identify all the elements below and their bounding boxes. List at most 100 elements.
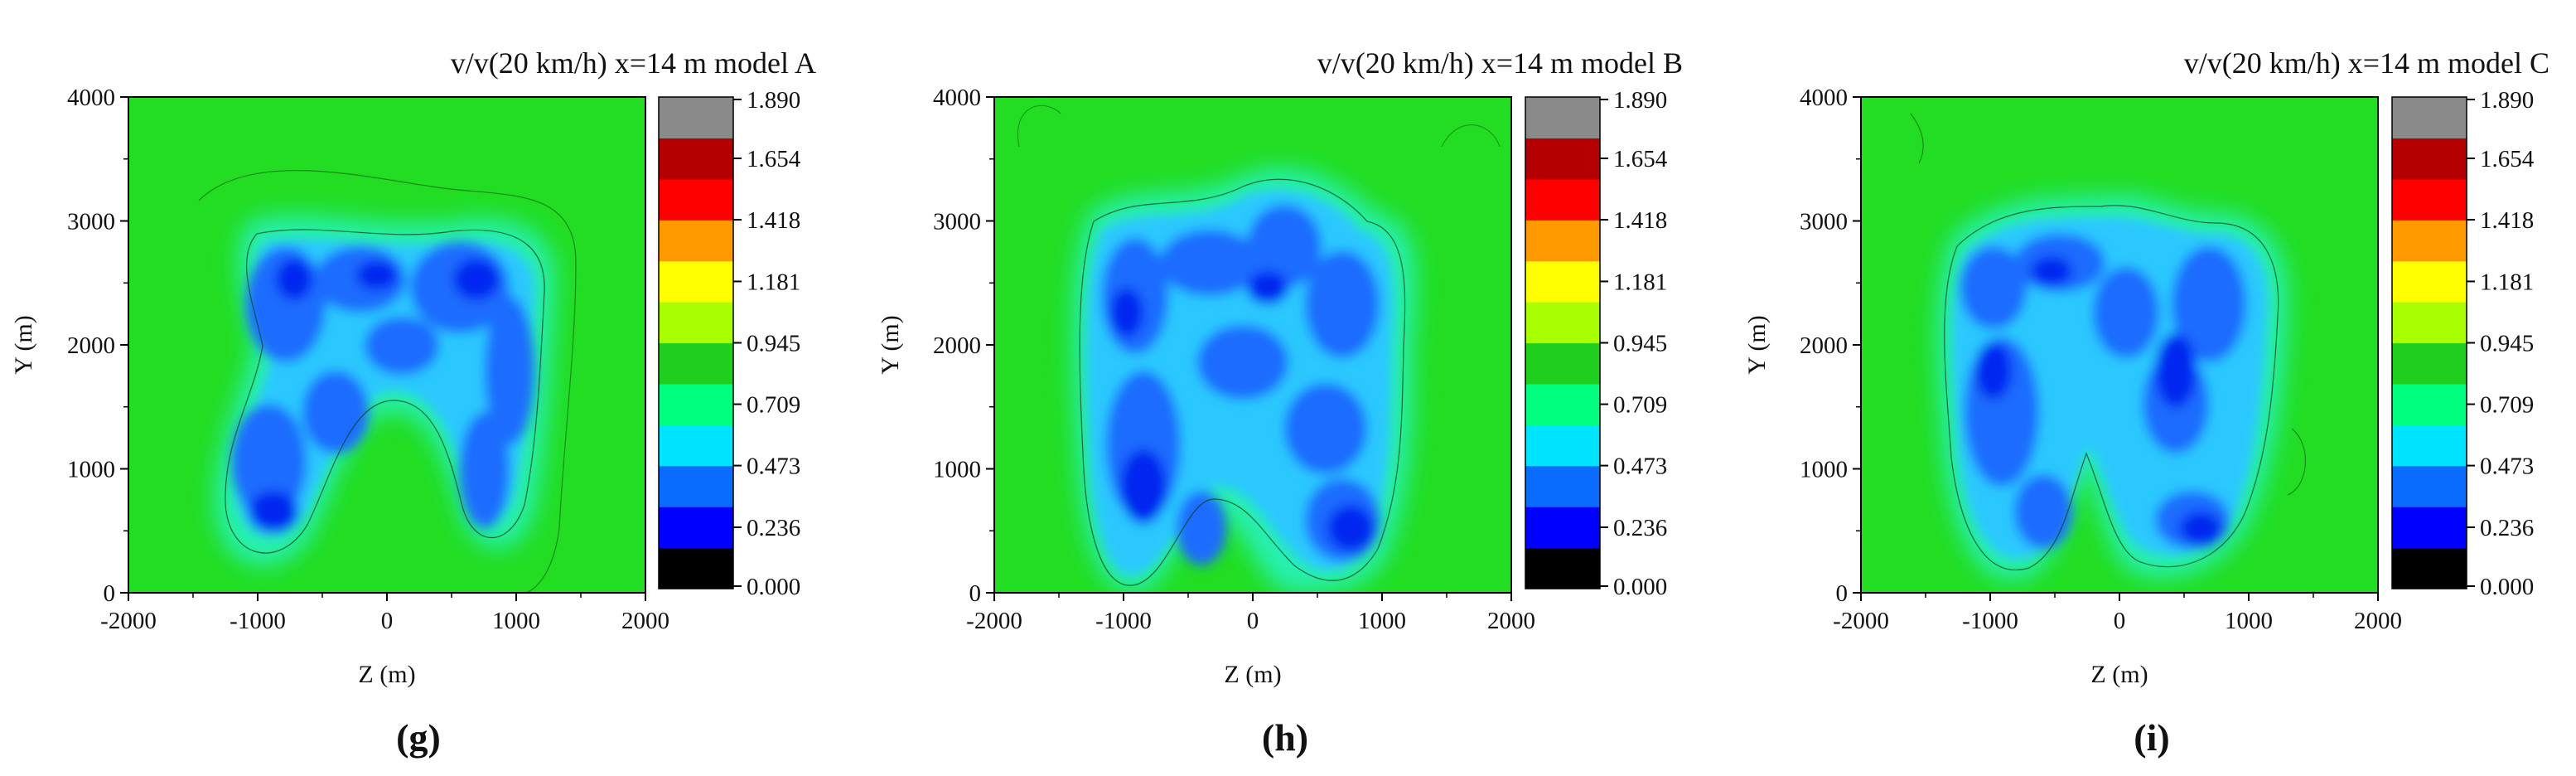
heatmap-area xyxy=(994,97,1511,593)
x-tick-label: 0 xyxy=(381,608,394,634)
colorbar-labels: 1.890 1.654 1.418 1.181 0.945 0.709 0.473 0.236… xyxy=(733,87,801,600)
colorbar-band xyxy=(1525,465,1600,507)
colorbar-band xyxy=(2392,302,2467,344)
colorbar-band xyxy=(1525,383,1600,425)
colorbar-band xyxy=(1525,178,1600,221)
colorbar-band xyxy=(1525,138,1600,180)
x-tick-label: -1000 xyxy=(1962,608,2018,634)
x-axis-label: Z (m) xyxy=(2090,661,2148,688)
colorbar-band xyxy=(2392,178,2467,221)
panel-i: v/v(20 km/h) x=14 m model C xyxy=(1743,46,2549,759)
colorbar: 1.890 1.654 1.418 1.181 0.945 0.709 0.473 0.236… xyxy=(1525,87,1668,600)
x-tick-label: 0 xyxy=(1247,608,1259,634)
x-tick-label: -2000 xyxy=(100,608,157,634)
colorbar-band xyxy=(2392,260,2467,303)
colorbar-tick-label: 0.473 xyxy=(1613,453,1667,480)
colorbar-band xyxy=(2392,547,2467,589)
y-tick-label: 3000 xyxy=(1800,209,1848,235)
colorbar-band xyxy=(659,220,733,262)
x-tick-label: 0 xyxy=(2114,608,2126,634)
y-tick-label: 0 xyxy=(1836,580,1849,607)
colorbar-tick-label: 0.000 xyxy=(1613,574,1667,600)
y-tick-label: 2000 xyxy=(933,332,981,359)
colorbar-tick-label: 1.181 xyxy=(2480,269,2534,295)
colorbar-tick-label: 0.000 xyxy=(2480,574,2534,600)
colorbar-band xyxy=(659,260,733,303)
colorbar: 1.890 1.654 1.418 1.181 0.945 0.709 0.473 0.236… xyxy=(2391,87,2535,600)
colorbar-band xyxy=(1525,220,1600,262)
panel-letter: h xyxy=(1274,716,1296,759)
y-axis-label: Y (m) xyxy=(10,315,37,374)
colorbar-band xyxy=(2392,138,2467,180)
chart-title: v/v(20 km/h) x=14 m model B xyxy=(1317,46,1683,80)
y-tick-label: 4000 xyxy=(67,85,115,111)
x-tick-label: 2000 xyxy=(2354,608,2402,634)
x-tick-label: -1000 xyxy=(1095,608,1152,634)
colorbar-tick-label: 1.181 xyxy=(747,269,800,295)
axes: -2000 -1000 0 1000 2000 0 1000 2000 3000 4000 xyxy=(933,85,1535,634)
colorbar-tick-label: 1.654 xyxy=(1613,146,1668,172)
colorbar-band xyxy=(659,383,733,425)
y-tick-label: 1000 xyxy=(1800,457,1848,483)
colorbar-band xyxy=(2392,342,2467,385)
panel-letter: g xyxy=(409,716,428,759)
y-tick-label: 1000 xyxy=(933,457,981,483)
panel-label: (h) xyxy=(1262,716,1308,759)
colorbar-tick-label: 0.236 xyxy=(2480,515,2534,541)
colorbar-tick-label: 0.945 xyxy=(2480,331,2534,357)
colorbar-bands xyxy=(659,97,733,589)
x-tick-label: -2000 xyxy=(1833,608,1889,634)
colorbar-tick-label: 1.890 xyxy=(2480,87,2534,114)
x-tick-label: 2000 xyxy=(621,608,669,634)
colorbar-band xyxy=(2392,465,2467,507)
chart-title: v/v(20 km/h) x=14 m model A xyxy=(451,46,816,80)
colorbar-tick-label: 1.890 xyxy=(1613,87,1667,114)
colorbar: 1.890 1.654 1.418 1.181 0.945 0.709 0.473 0.236… xyxy=(658,87,801,600)
colorbar-labels: 1.890 1.654 1.418 1.181 0.945 0.709 0.473 0.236… xyxy=(2467,87,2535,600)
y-tick-label: 3000 xyxy=(933,209,981,235)
y-tick-label: 2000 xyxy=(1800,332,1848,359)
colorbar-labels: 1.890 1.654 1.418 1.181 0.945 0.709 0.473 0.236… xyxy=(1600,87,1668,600)
colorbar-tick-label: 0.236 xyxy=(1613,515,1667,541)
colorbar-tick-label: 1.418 xyxy=(1613,207,1667,234)
chart-title: v/v(20 km/h) x=14 m model C xyxy=(2184,46,2549,80)
x-axis-label: Z (m) xyxy=(358,661,415,688)
colorbar-band xyxy=(2392,220,2467,262)
y-tick-label: 3000 xyxy=(67,209,115,235)
panel-letter: i xyxy=(2147,716,2158,759)
colorbar-tick-label: 0.945 xyxy=(1613,331,1667,357)
colorbar-band xyxy=(659,507,733,549)
colorbar-tick-label: 1.890 xyxy=(747,87,800,114)
y-tick-label: 1000 xyxy=(67,457,115,483)
x-tick-label: 1000 xyxy=(2225,608,2273,634)
colorbar-tick-label: 1.654 xyxy=(2480,146,2535,172)
y-tick-label: 0 xyxy=(969,580,982,607)
colorbar-tick-label: 0.473 xyxy=(2480,453,2534,480)
colorbar-tick-label: 1.418 xyxy=(2480,207,2534,234)
colorbar-band xyxy=(2392,424,2467,467)
y-axis-label: Y (m) xyxy=(877,315,904,374)
colorbar-band xyxy=(1525,260,1600,303)
y-tick-label: 2000 xyxy=(67,332,115,359)
colorbar-band xyxy=(1525,424,1600,467)
colorbar-tick-label: 0.709 xyxy=(2480,392,2534,419)
colorbar-band xyxy=(1525,547,1600,589)
y-tick-label: 4000 xyxy=(933,85,981,111)
y-axis-label: Y (m) xyxy=(1743,315,1771,374)
colorbar-tick-label: 1.418 xyxy=(747,207,800,234)
x-tick-label: -2000 xyxy=(966,608,1022,634)
colorbar-band xyxy=(659,424,733,467)
colorbar-tick-label: 0.236 xyxy=(747,515,800,541)
x-tick-label: 2000 xyxy=(1487,608,1535,634)
colorbar-band xyxy=(1525,507,1600,549)
colorbar-band xyxy=(659,138,733,180)
colorbar-tick-label: 0.709 xyxy=(1613,392,1667,419)
colorbar-bands xyxy=(2392,97,2467,589)
colorbar-band xyxy=(1525,342,1600,385)
y-tick-label: 0 xyxy=(104,580,116,607)
panel-g: v/v(20 km/h) x=14 m model A xyxy=(10,46,816,759)
x-tick-label: 1000 xyxy=(492,608,540,634)
colorbar-band xyxy=(659,178,733,221)
heatmap-area xyxy=(1861,97,2378,593)
